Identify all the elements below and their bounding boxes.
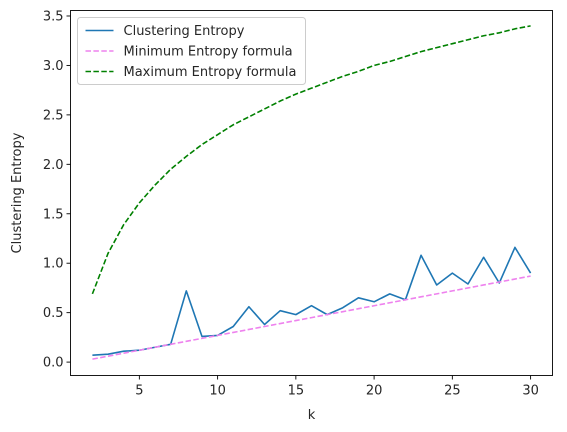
legend-label: Maximum Entropy formula	[124, 65, 297, 80]
axes: 5 10 15 20 25 30 0.0 0.5 1.0 1.5 2.0 2.5 3.0 3.5 k Clus…	[10, 9, 553, 423]
y-axis-label: Clustering Entropy	[10, 132, 25, 253]
legend-label: Minimum Entropy formula	[124, 45, 293, 60]
y-tick-label: 2.0	[43, 158, 64, 173]
x-tick-label: 5	[135, 384, 143, 399]
series-line-3	[91, 25, 531, 295]
legend-label: Clustering Entropy	[124, 24, 245, 39]
series-line-2	[92, 275, 531, 360]
x-tick-label: 10	[209, 384, 226, 399]
y-tick-label: 0.5	[43, 306, 64, 321]
y-tick-label: 3.0	[43, 59, 64, 74]
x-tick-label: 25	[444, 384, 461, 399]
y-tick-label: 2.5	[43, 108, 64, 123]
y-tick-label: 1.5	[43, 207, 64, 222]
y-tick-label: 1.0	[43, 257, 64, 272]
y-tick-label: 0.0	[43, 356, 64, 371]
y-tick-label: 3.5	[43, 9, 64, 24]
legend-box	[77, 17, 306, 85]
x-tick-label: 20	[366, 384, 383, 399]
x-axis-label: k	[308, 408, 316, 423]
legend: Clustering Entropy Minimum Entropy formul…	[77, 17, 306, 85]
x-tick-label: 15	[288, 384, 305, 399]
x-tick-label: 30	[522, 384, 539, 399]
plot-area	[91, 25, 532, 360]
axes-frame	[70, 10, 553, 376]
